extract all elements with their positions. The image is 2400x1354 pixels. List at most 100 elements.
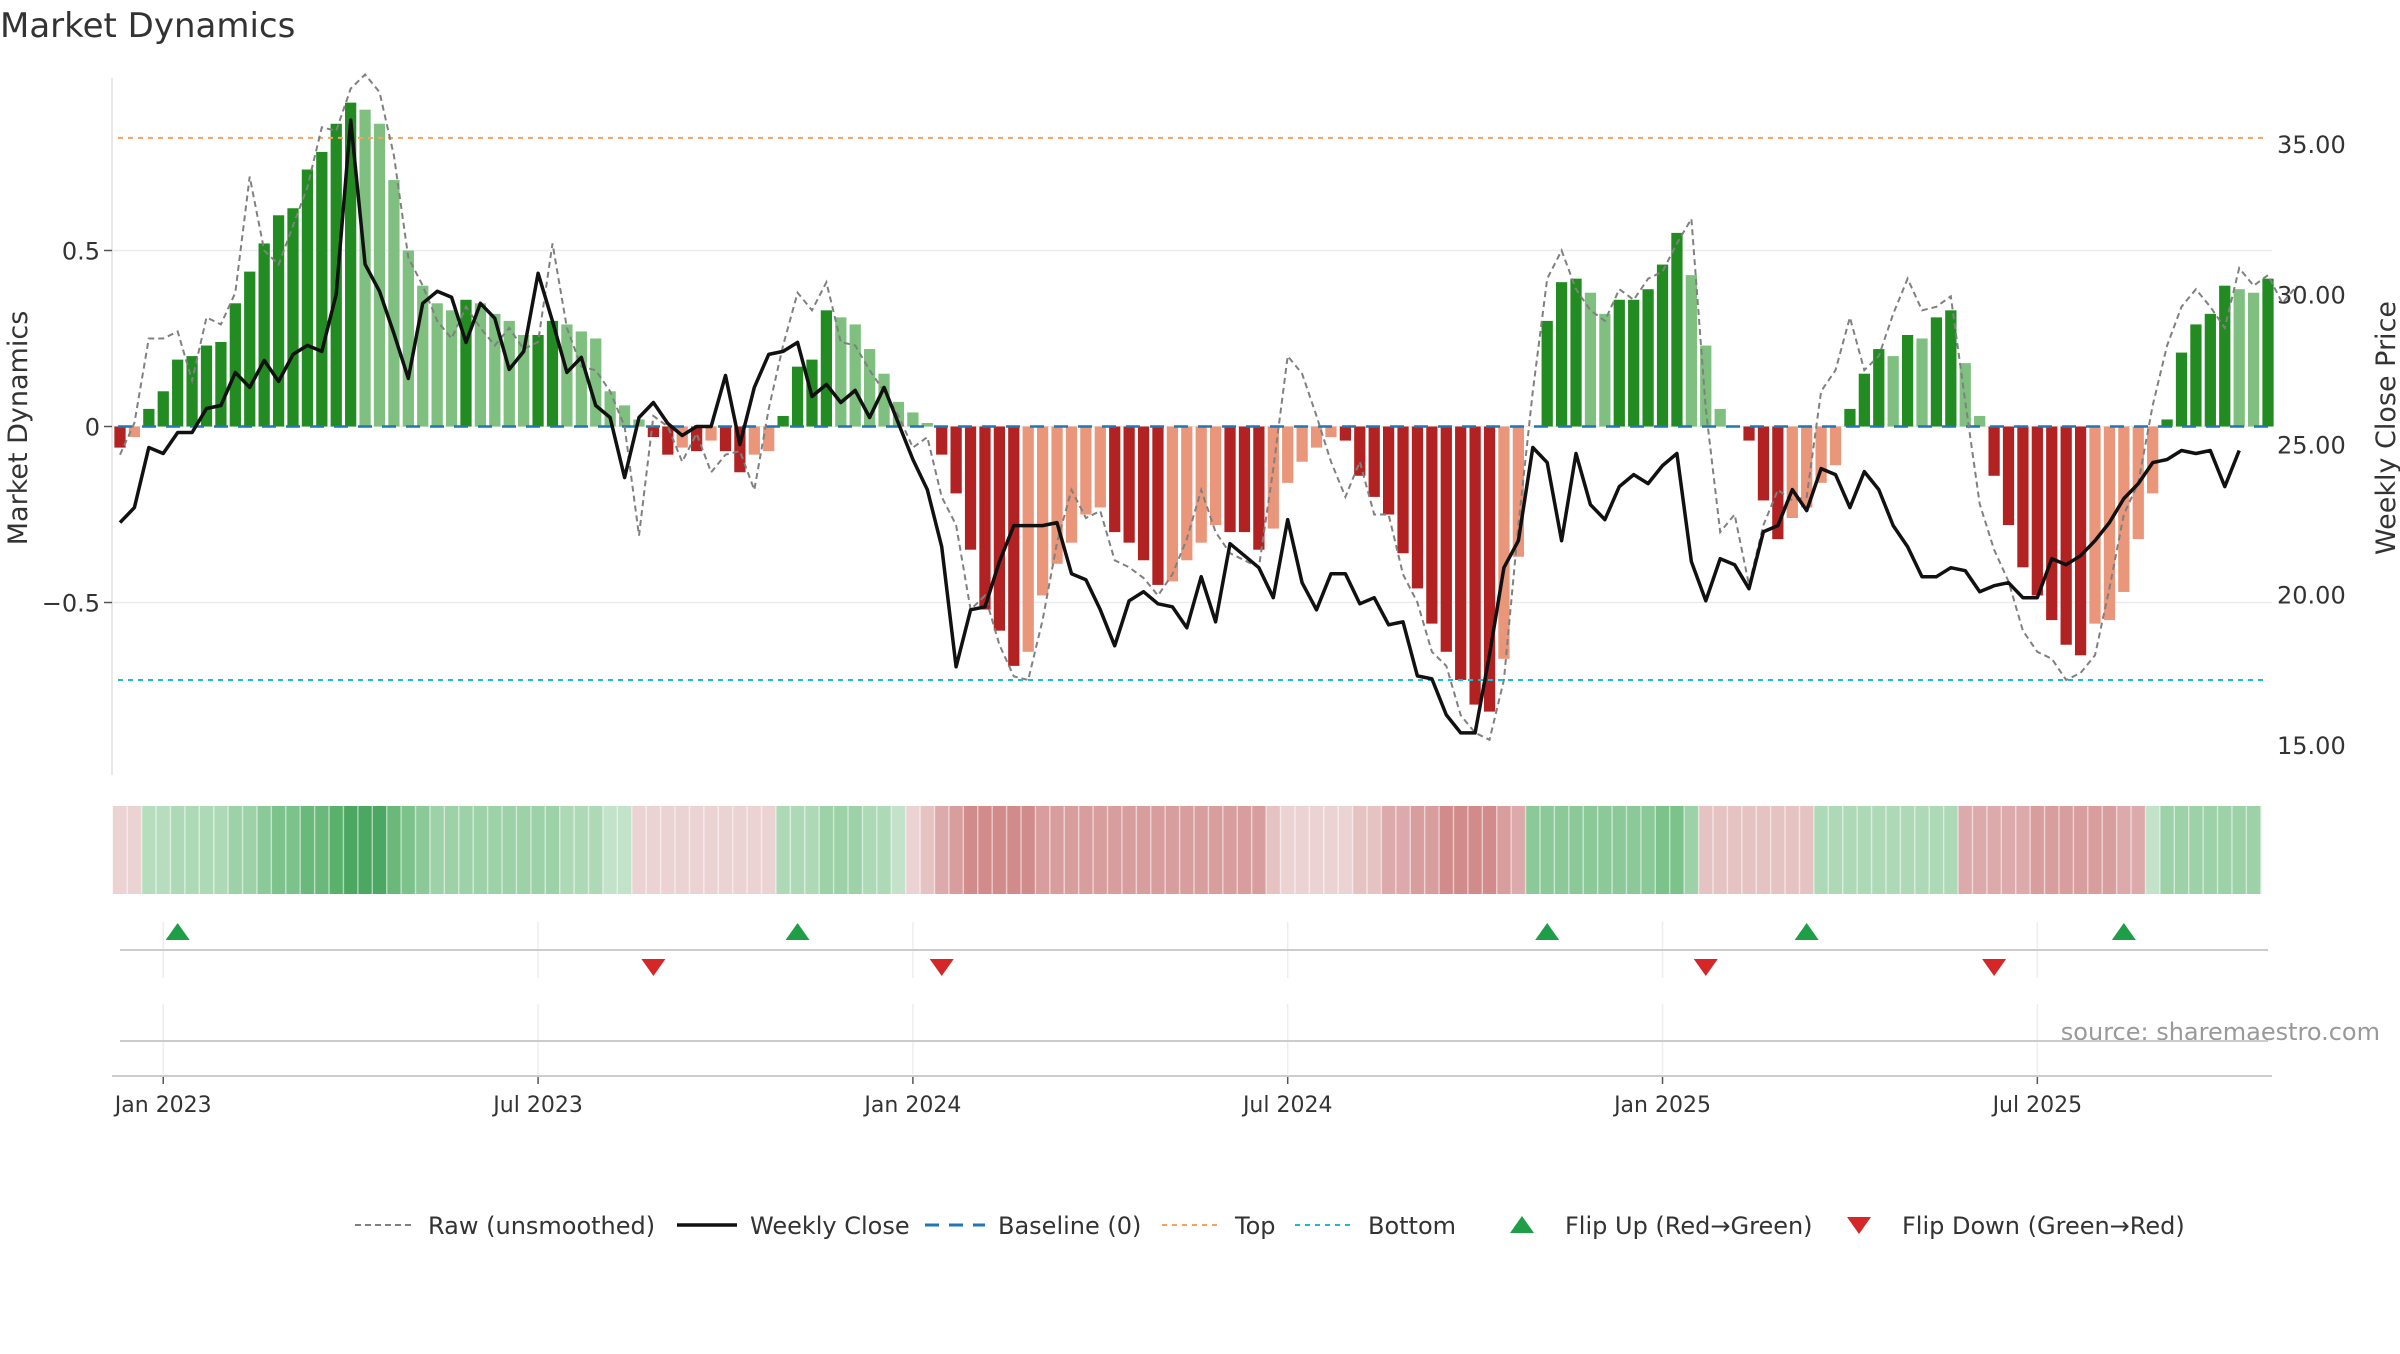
dynamics-bar-114 (1757, 426, 1770, 501)
strip-cell-91 (1424, 806, 1440, 894)
strip-cell-60 (977, 806, 993, 894)
strip-cell-28 (516, 806, 532, 894)
strip-cell-113 (1741, 806, 1757, 894)
dynamics-bar-111 (1714, 408, 1726, 427)
strip-cell-74 (1179, 806, 1195, 894)
dynamics-bar-122 (1873, 349, 1885, 427)
dynamics-bar-129 (1974, 415, 1986, 427)
strip-cell-78 (1237, 806, 1253, 894)
dynamics-bar-21 (417, 285, 429, 427)
strip-cell-22 (429, 806, 445, 894)
legend-label-close: Weekly Close (750, 1212, 910, 1240)
dynamics-bar-88 (1382, 426, 1395, 515)
dynamics-bar-77 (1224, 426, 1236, 533)
strip-cell-18 (372, 806, 388, 894)
strip-cell-53 (876, 806, 892, 894)
dynamics-bar-126 (1930, 317, 1943, 427)
strip-cell-82 (1294, 806, 1310, 894)
dynamics-bar-105 (1628, 299, 1640, 427)
regime-strip (112, 806, 2262, 894)
strip-cell-92 (1439, 806, 1455, 894)
dynamics-bar-135 (2060, 426, 2072, 645)
dynamics-bar-51 (849, 324, 861, 427)
flip-up-marker-0 (165, 923, 190, 940)
strip-cell-69 (1107, 806, 1123, 894)
dynamics-bar-41 (705, 426, 717, 441)
strip-cell-109 (1684, 806, 1700, 894)
legend-flip-down-swatch (1847, 1217, 1871, 1234)
strip-cell-42 (718, 806, 734, 894)
x-tick-label-1: Jul 2023 (491, 1093, 583, 1118)
dynamics-bar-107 (1656, 264, 1669, 427)
dynamics-bar-42 (719, 426, 732, 452)
strip-cell-97 (1511, 806, 1527, 894)
strip-cell-102 (1583, 806, 1599, 894)
dynamics-bar-148 (2247, 292, 2260, 427)
dynamics-bar-52 (864, 349, 876, 427)
dynamics-bar-118 (1815, 426, 1827, 483)
dynamics-bar-104 (1613, 299, 1625, 427)
dynamics-bar-7 (215, 342, 227, 427)
dynamics-bar-27 (503, 320, 515, 427)
strip-cell-61 (992, 806, 1008, 894)
strip-cell-119 (1828, 806, 1844, 894)
strip-cell-36 (631, 806, 647, 894)
strip-cell-47 (790, 806, 806, 894)
left-axis-label: Market Dynamics (3, 311, 34, 546)
strip-cell-87 (1366, 806, 1383, 894)
dynamics-bar-68 (1094, 426, 1106, 508)
legend-label-flip_up: Flip Up (Red→Green) (1565, 1212, 1813, 1240)
flip-down-marker-2 (1693, 959, 1718, 976)
strip-cell-84 (1323, 806, 1339, 894)
dynamics-bar-10 (258, 243, 270, 427)
dynamics-bar-59 (964, 426, 977, 550)
dynamics-bar-44 (748, 426, 760, 455)
strip-cell-23 (444, 806, 460, 894)
dynamics-bar-124 (1901, 334, 1914, 427)
strip-cell-83 (1309, 806, 1325, 894)
strip-cell-93 (1453, 806, 1469, 894)
bars-layer (114, 102, 2274, 712)
strip-cell-62 (1006, 806, 1022, 894)
strip-cell-104 (1612, 806, 1628, 894)
flip-down-marker-0 (641, 959, 666, 976)
strip-cell-1 (127, 806, 143, 894)
dynamics-bar-61 (993, 426, 1006, 631)
strip-cell-121 (1857, 806, 1873, 894)
strip-cell-130 (1986, 806, 2002, 894)
strip-cell-33 (588, 806, 604, 894)
strip-cell-32 (574, 806, 590, 894)
strip-cell-99 (1539, 806, 1556, 894)
legend-flip-up-swatch (1510, 1216, 1534, 1233)
strip-cell-7 (213, 806, 229, 894)
strip-cell-76 (1208, 806, 1224, 894)
dynamics-bar-97 (1512, 426, 1524, 557)
dynamics-bar-32 (575, 331, 587, 427)
dynamics-bar-63 (1022, 426, 1034, 652)
strip-cell-46 (775, 806, 791, 894)
dynamics-bar-50 (835, 317, 847, 427)
dynamics-bar-110 (1700, 345, 1712, 427)
strip-cell-127 (1943, 806, 1959, 894)
strip-cell-55 (905, 806, 921, 894)
strip-cell-45 (761, 806, 777, 894)
dynamics-bar-121 (1858, 373, 1870, 427)
dynamics-bar-132 (2017, 426, 2029, 568)
dynamics-bar-85 (1339, 426, 1351, 441)
dynamics-bar-0 (114, 426, 126, 448)
strip-cell-31 (559, 806, 575, 894)
strip-cell-107 (1655, 806, 1671, 894)
dynamics-bar-108 (1671, 232, 1683, 427)
strip-cell-11 (271, 806, 287, 894)
dynamics-bar-117 (1801, 426, 1813, 508)
dynamics-bar-139 (2118, 426, 2130, 592)
dynamics-bar-73 (1166, 426, 1178, 582)
dynamics-bar-82 (1296, 426, 1308, 462)
dynamics-bar-87 (1368, 426, 1380, 497)
dynamics-bar-113 (1743, 426, 1755, 441)
strip-cell-131 (2001, 806, 2017, 894)
strip-cell-44 (747, 806, 763, 894)
strip-cell-39 (675, 806, 691, 894)
dynamics-bar-137 (2089, 426, 2101, 624)
